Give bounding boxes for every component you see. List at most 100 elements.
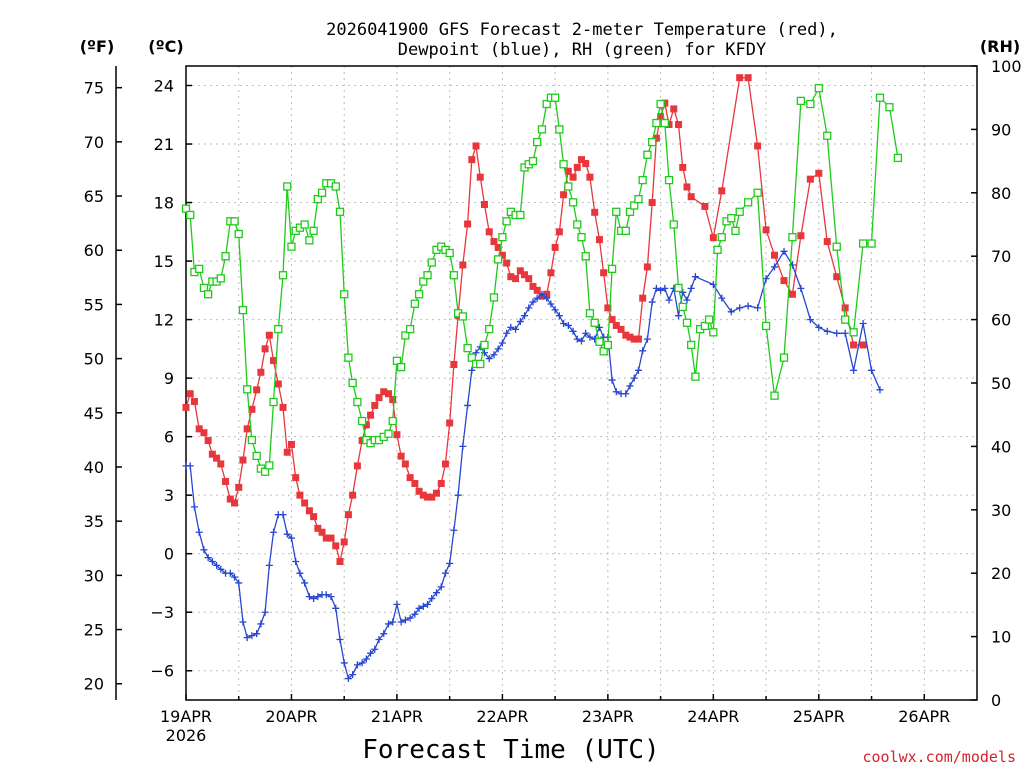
data-point (788, 290, 796, 298)
celsius-tick-label: 18 (154, 194, 174, 213)
data-point (313, 194, 322, 204)
data-point (327, 593, 335, 601)
data-point (669, 220, 678, 229)
data-point (411, 479, 419, 487)
data-point (849, 328, 858, 337)
data-point (270, 528, 278, 536)
data-point (744, 302, 752, 310)
data-point (893, 153, 903, 163)
data-point (450, 526, 458, 534)
data-point (199, 283, 209, 293)
data-point (367, 411, 375, 419)
fahrenheit-tick-label: 65 (84, 187, 104, 206)
data-point (617, 325, 625, 333)
data-point (590, 318, 599, 327)
data-point (841, 315, 850, 324)
data-point (336, 557, 344, 565)
rh-tick-label: 80 (991, 184, 1011, 203)
data-point (208, 450, 216, 458)
data-point (234, 229, 243, 239)
data-point (344, 675, 352, 683)
data-point (533, 137, 542, 147)
fahrenheit-tick-label: 45 (84, 404, 104, 423)
data-point (437, 583, 445, 591)
data-point (542, 99, 551, 109)
data-point (744, 74, 752, 82)
data-point (226, 495, 234, 503)
data-point (467, 353, 476, 362)
series-dewpoint (182, 247, 884, 683)
data-point (296, 491, 304, 499)
data-point (555, 125, 564, 134)
data-point (507, 273, 515, 281)
data-point (283, 448, 291, 456)
data-point (833, 329, 841, 337)
data-point (231, 499, 239, 507)
data-point (727, 214, 736, 223)
data-point (401, 616, 409, 624)
data-point (454, 491, 462, 499)
data-point (419, 491, 427, 499)
data-point (446, 419, 454, 427)
series-line (185, 77, 864, 562)
rh-axis-ticks: 0 10 20 30 40 50 60 70 80 90 100 (971, 57, 1022, 710)
data-point (675, 121, 683, 129)
data-point (203, 290, 213, 299)
data-point (788, 233, 797, 242)
rh-tick-label: 0 (991, 691, 1001, 710)
title: 2026041900 GFS Forecast 2-meter Temperat… (326, 20, 838, 60)
data-point (195, 425, 203, 433)
data-point (753, 188, 762, 197)
data-point (423, 271, 432, 280)
data-point (578, 156, 585, 164)
data-point (612, 207, 621, 216)
data-point (190, 503, 198, 511)
data-point (419, 277, 428, 286)
data-point (762, 275, 770, 283)
data-point (441, 460, 449, 468)
fahrenheit-tick-label: 70 (84, 133, 104, 152)
data-point (814, 84, 823, 93)
data-point (586, 173, 594, 181)
data-point (279, 403, 287, 411)
data-point (253, 386, 261, 394)
data-point (265, 331, 273, 339)
data-point (868, 366, 876, 374)
data-point (630, 201, 639, 210)
fahrenheit-tick-label: 30 (84, 566, 104, 585)
data-point (551, 306, 559, 314)
data-point (675, 312, 683, 320)
data-point (664, 175, 674, 185)
data-point (357, 416, 367, 426)
data-point (182, 403, 190, 411)
data-point (683, 296, 691, 304)
data-point (512, 275, 520, 283)
data-point (358, 437, 366, 445)
data-point (512, 325, 520, 333)
data-point (498, 251, 506, 259)
data-point (643, 263, 651, 271)
data-point (538, 290, 546, 298)
data-point (678, 302, 687, 312)
data-point (340, 538, 348, 546)
data-point (204, 554, 212, 562)
series-temperature (182, 74, 867, 565)
data-point (190, 398, 198, 406)
data-point (823, 131, 832, 140)
time-tick-year: 2026 (166, 726, 207, 745)
rh-tick-label: 20 (991, 564, 1011, 583)
celsius-tick-label: −3 (150, 603, 174, 622)
data-point (582, 160, 590, 168)
data-point (186, 390, 194, 398)
data-point (393, 431, 401, 439)
data-point (735, 207, 744, 216)
data-point (537, 125, 547, 134)
data-point (336, 636, 344, 644)
data-point (200, 546, 208, 554)
data-point (393, 600, 401, 608)
data-point (415, 604, 423, 612)
data-point (248, 405, 256, 413)
data-point (665, 121, 673, 129)
data-point (625, 207, 635, 216)
